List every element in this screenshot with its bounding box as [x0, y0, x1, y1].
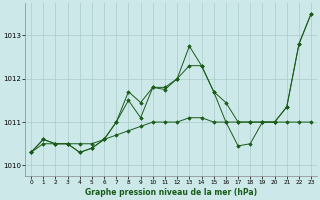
- X-axis label: Graphe pression niveau de la mer (hPa): Graphe pression niveau de la mer (hPa): [85, 188, 257, 197]
